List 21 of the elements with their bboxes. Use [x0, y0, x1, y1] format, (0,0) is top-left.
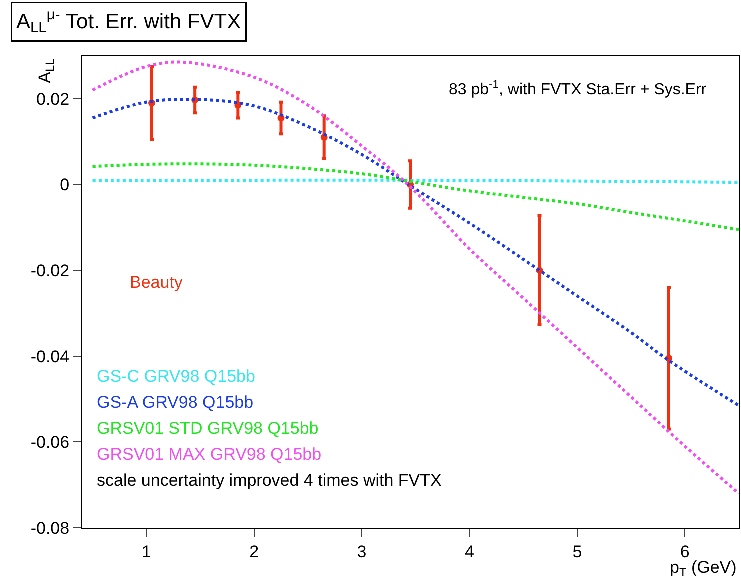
x-tick-label: 3	[357, 542, 367, 562]
chart-title: A$_{LL}$$^{μ-}$ Tot. Err. with FVTX	[16, 8, 242, 37]
x-tick-label: 2	[250, 542, 260, 562]
text: GRSV01 STD GRV98 Q15bb	[97, 419, 319, 438]
y-tick-label: -0.08	[30, 518, 70, 538]
y-tick-label: -0.02	[30, 262, 70, 280]
text: GS-A GRV98 Q15bb	[97, 393, 254, 412]
text: GRSV01 MAX GRV98 Q15bb	[97, 445, 322, 464]
x-tick-label: 4	[465, 542, 474, 562]
x-tick-label: 5	[572, 542, 582, 562]
annotation: scale uncertainty improved 4 times with FVTX	[97, 471, 442, 490]
y-tick-label: -0.04	[30, 347, 70, 366]
line-series	[91, 162, 739, 232]
text: GS-C GRV98 Q15bb	[97, 367, 256, 386]
text: Beauty	[130, 273, 184, 292]
y-tick-label: 0	[60, 176, 70, 195]
y-tick-label: 0.02	[36, 90, 70, 109]
annotation: 83 pb$^{-1}$, with FVTX Sta.Err + Sys.Err	[449, 79, 708, 99]
line-series	[91, 60, 739, 496]
y-tick-label: -0.06	[30, 433, 70, 452]
x-tick-label: 1	[142, 542, 152, 562]
